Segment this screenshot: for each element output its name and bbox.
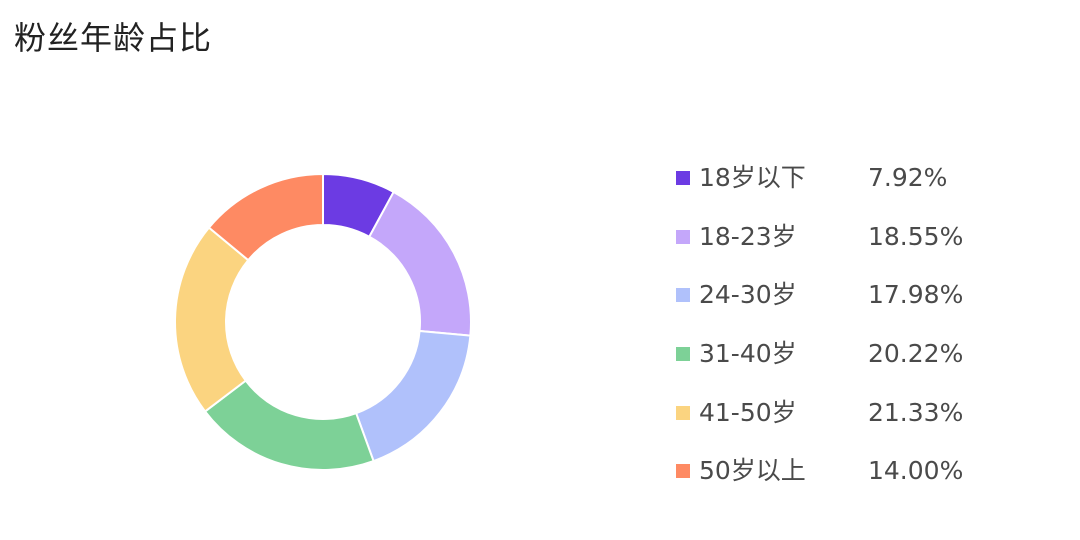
legend: 18岁以下 7.92% 18-23岁 18.55% 24-30岁 17.98% 31-40岁… bbox=[672, 149, 1072, 501]
legend-value: 20.22% bbox=[868, 339, 964, 369]
legend-swatch bbox=[676, 288, 690, 303]
legend-swatch bbox=[676, 405, 690, 420]
legend-value: 18.55% bbox=[868, 221, 964, 251]
legend-value: 21.33% bbox=[868, 397, 964, 427]
legend-value: 7.92% bbox=[868, 163, 948, 192]
legend-item[interactable]: 50岁以上 14.00% bbox=[672, 442, 1072, 501]
donut-slice-5[interactable] bbox=[174, 226, 250, 413]
legend-swatch bbox=[676, 171, 690, 185]
donut-slice-3[interactable] bbox=[354, 329, 472, 463]
legend-item[interactable]: 24-30岁 17.98% bbox=[672, 266, 1072, 325]
legend-swatch bbox=[676, 464, 690, 479]
legend-value: 14.00% bbox=[868, 456, 964, 486]
legend-item[interactable]: 41-50岁 21.33% bbox=[672, 384, 1072, 443]
legend-label: 50岁以上 bbox=[699, 456, 806, 486]
donut-slice-2[interactable] bbox=[367, 190, 472, 337]
chart-title: 粉丝年龄占比 bbox=[14, 19, 213, 57]
legend-label: 41-50岁 bbox=[699, 397, 797, 427]
legend-item[interactable]: 31-40岁 20.22% bbox=[672, 325, 1072, 384]
legend-label: 18-23岁 bbox=[699, 221, 797, 251]
donut-slice-4[interactable] bbox=[203, 379, 375, 471]
legend-label: 18岁以下 bbox=[699, 163, 806, 192]
legend-label: 31-40岁 bbox=[699, 339, 797, 369]
legend-value: 17.98% bbox=[868, 280, 964, 310]
legend-swatch bbox=[676, 229, 690, 244]
legend-swatch bbox=[676, 347, 690, 362]
legend-label: 24-30岁 bbox=[699, 280, 797, 310]
legend-item[interactable]: 18-23岁 18.55% bbox=[672, 208, 1072, 267]
legend-item[interactable]: 18岁以下 7.92% bbox=[672, 149, 1072, 208]
donut-slice-6[interactable] bbox=[207, 172, 324, 262]
